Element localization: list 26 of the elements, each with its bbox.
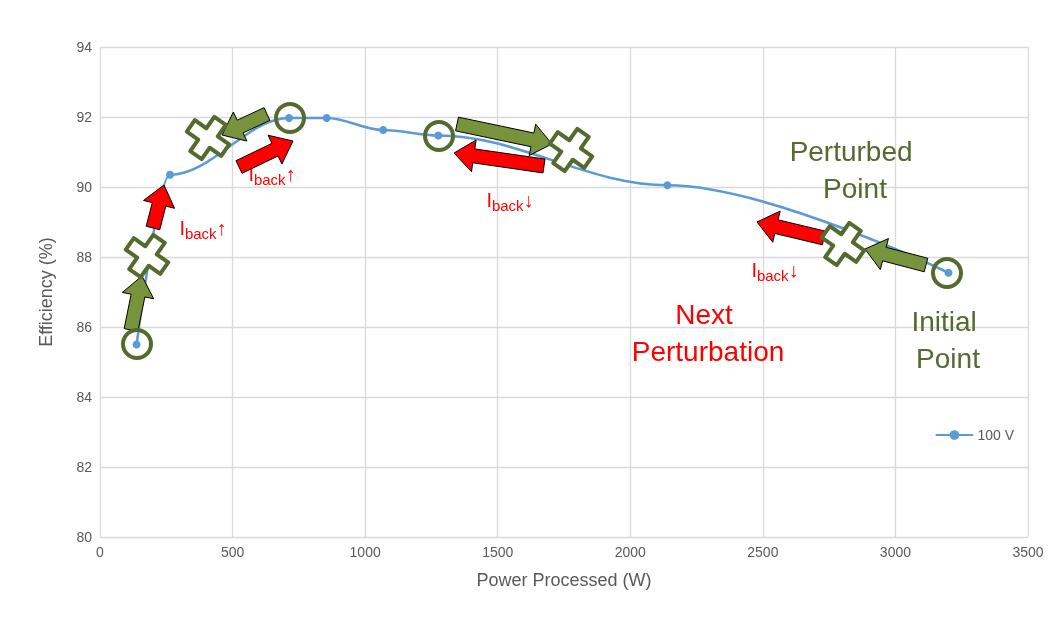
- x-tick-label: 3500: [1012, 544, 1044, 560]
- x-tick-label: 1000: [349, 544, 381, 560]
- x-tick-label: 3000: [879, 544, 912, 560]
- point: [379, 125, 388, 134]
- y-tick-label: 80: [76, 529, 93, 545]
- x-tick-label: 2000: [614, 544, 647, 560]
- point: [663, 181, 672, 190]
- point: [322, 114, 331, 123]
- y-tick-label: 94: [76, 39, 93, 55]
- y-tick-label: 84: [76, 389, 93, 405]
- x-tick-label: 0: [96, 544, 105, 560]
- y-axis-title: Efficiency (%): [36, 237, 56, 347]
- x-tick-label: 2500: [747, 544, 779, 560]
- y-tick-label: 82: [76, 459, 93, 475]
- x-tick-label: 1500: [482, 544, 514, 560]
- legend-label: 100 V: [977, 427, 1015, 443]
- annotation: Initial Point: [911, 306, 985, 374]
- annotation: Perturbed Point: [789, 136, 921, 204]
- y-tick-label: 88: [76, 249, 93, 265]
- x-tick-label: 500: [220, 544, 245, 560]
- y-tick-label: 92: [76, 109, 93, 125]
- annotation: Next Perturbation: [631, 299, 785, 367]
- x-axis-title: Power Processed (W): [476, 570, 652, 590]
- y-tick-label: 86: [76, 319, 93, 335]
- y-tick-label: 90: [76, 179, 93, 195]
- point: [166, 170, 174, 179]
